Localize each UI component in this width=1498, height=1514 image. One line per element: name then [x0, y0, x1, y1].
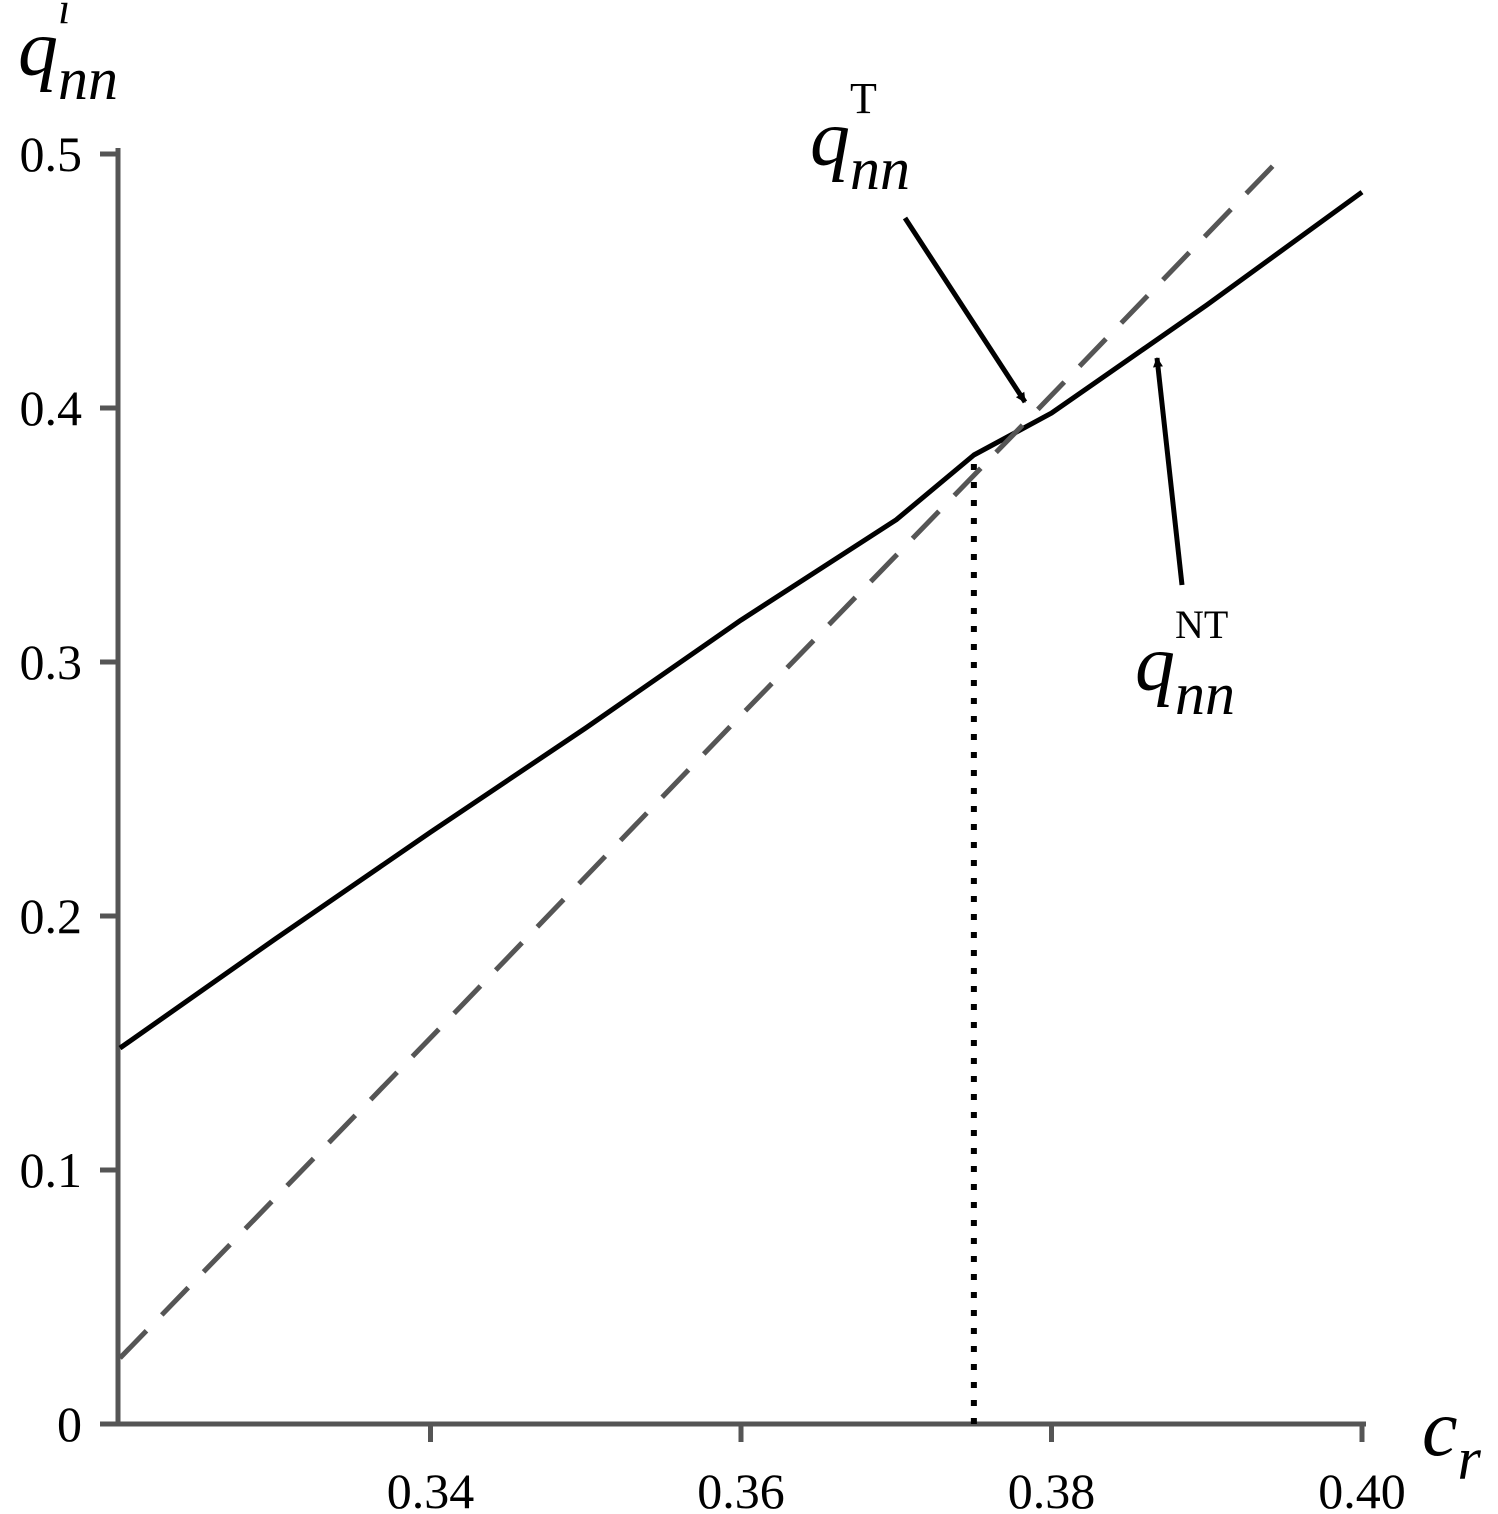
x-tick-label: 0.34	[387, 1463, 475, 1514]
label-sub: nn	[58, 46, 118, 112]
series-line	[118, 152, 1287, 1360]
label-sub: nn	[1175, 661, 1235, 727]
label-sup: i	[58, 0, 70, 33]
label-sup: NT	[1175, 602, 1228, 647]
label-base: q	[810, 95, 850, 183]
label-base: c	[1422, 1385, 1458, 1473]
label-base: q	[1135, 620, 1175, 708]
y-tick-label: 0.3	[20, 634, 83, 690]
label-sub: r	[1458, 1426, 1482, 1492]
y-tick-label: 0.4	[20, 380, 83, 436]
x-tick-label: 0.36	[697, 1463, 785, 1514]
y-tick-label: 0.2	[20, 888, 83, 944]
series-line	[118, 190, 1364, 1051]
annotation: qnn NT	[1135, 602, 1235, 727]
y-axis-label: qnn i	[18, 0, 118, 112]
annotation: qnn T	[810, 74, 910, 202]
arrow	[1153, 357, 1185, 586]
label-sub: nn	[850, 136, 910, 202]
y-tick-label: 0	[57, 1396, 82, 1452]
label-sup: T	[850, 74, 877, 123]
y-tick-label: 0.5	[20, 126, 83, 182]
x-tick-label: 0.40	[1318, 1463, 1406, 1514]
y-tick-label: 0.1	[20, 1142, 83, 1198]
arrow	[902, 216, 1028, 404]
label-base: q	[18, 5, 58, 93]
x-tick-label: 0.38	[1008, 1463, 1096, 1514]
x-axis-label: cr	[1422, 1385, 1482, 1492]
